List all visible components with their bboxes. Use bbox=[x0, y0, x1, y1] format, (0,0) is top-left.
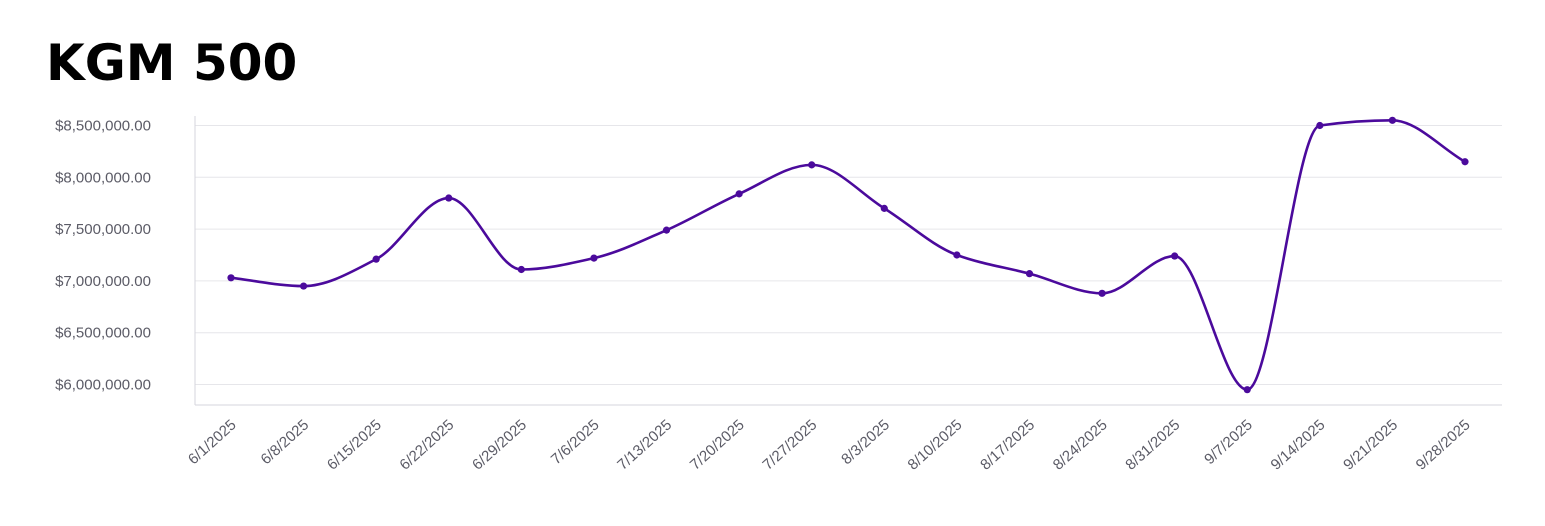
y-tick-label: $8,000,000.00 bbox=[55, 169, 151, 186]
x-tick-label: 8/24/2025 bbox=[1050, 416, 1111, 473]
data-point[interactable] bbox=[1025, 270, 1034, 278]
data-point[interactable] bbox=[880, 204, 888, 212]
x-tick-label: 8/17/2025 bbox=[977, 416, 1038, 473]
chart-title: KGM 500 bbox=[46, 34, 298, 92]
x-tick-label: 9/14/2025 bbox=[1268, 416, 1329, 473]
data-point[interactable] bbox=[590, 254, 598, 262]
x-tick-label: 9/7/2025 bbox=[1201, 416, 1256, 468]
data-point[interactable] bbox=[1243, 386, 1251, 394]
x-tick-label: 6/29/2025 bbox=[469, 416, 530, 473]
x-tick-label: 7/27/2025 bbox=[759, 416, 820, 473]
data-point[interactable] bbox=[662, 226, 671, 234]
data-point[interactable] bbox=[1098, 289, 1106, 297]
grid-lines bbox=[195, 125, 1502, 385]
x-tick-label: 7/20/2025 bbox=[687, 416, 748, 473]
y-axis-tick-labels: $8,500,000.00 $8,000,000.00 $7,500,000.00 $… bbox=[55, 118, 151, 394]
data-point[interactable] bbox=[227, 274, 235, 282]
x-tick-label: 7/6/2025 bbox=[548, 416, 603, 468]
x-tick-label: 6/8/2025 bbox=[257, 416, 312, 468]
x-tick-label: 6/15/2025 bbox=[324, 416, 385, 473]
x-tick-label: 8/3/2025 bbox=[838, 416, 893, 468]
x-tick-label: 9/21/2025 bbox=[1340, 416, 1401, 473]
y-tick-label: $6,000,000.00 bbox=[55, 377, 151, 394]
x-tick-label: 8/10/2025 bbox=[905, 416, 966, 473]
data-point[interactable] bbox=[953, 251, 961, 259]
y-tick-label: $6,500,000.00 bbox=[55, 325, 151, 342]
data-point[interactable] bbox=[517, 265, 525, 274]
x-tick-label: 6/22/2025 bbox=[396, 416, 457, 473]
x-tick-label: 7/13/2025 bbox=[614, 416, 675, 473]
data-point[interactable] bbox=[445, 194, 453, 202]
y-tick-label: $7,500,000.00 bbox=[55, 221, 151, 238]
x-axis-tick-labels: 6/1/2025 6/8/2025 6/15/2025 6/22/2025 6/29/2… bbox=[185, 416, 1474, 473]
data-point[interactable] bbox=[808, 161, 816, 169]
y-tick-label: $7,000,000.00 bbox=[55, 273, 151, 290]
x-tick-label: 6/1/2025 bbox=[185, 416, 240, 468]
data-point[interactable] bbox=[1461, 158, 1469, 166]
data-point[interactable] bbox=[1316, 121, 1324, 130]
x-tick-label: 8/31/2025 bbox=[1122, 416, 1183, 473]
y-tick-label: $8,500,000.00 bbox=[55, 118, 151, 135]
data-point[interactable] bbox=[1388, 116, 1397, 124]
data-point[interactable] bbox=[735, 190, 743, 198]
data-point[interactable] bbox=[1171, 252, 1179, 260]
axes bbox=[194, 116, 1502, 406]
data-point[interactable] bbox=[299, 282, 308, 290]
x-tick-label: 9/28/2025 bbox=[1413, 416, 1474, 473]
series-line bbox=[229, 119, 1467, 391]
series-line-layer bbox=[229, 119, 1467, 391]
data-points bbox=[227, 116, 1469, 394]
data-point[interactable] bbox=[372, 255, 380, 263]
